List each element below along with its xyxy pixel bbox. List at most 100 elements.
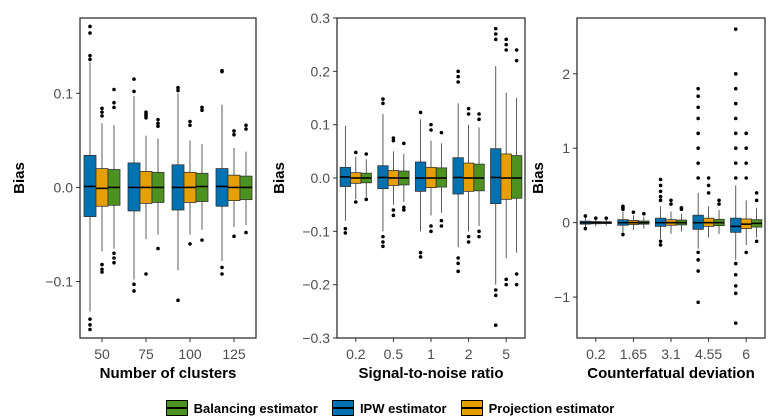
outlier-point xyxy=(381,244,385,249)
outlier-point xyxy=(402,141,406,146)
y-tick-label: 0.0 xyxy=(54,179,74,195)
outlier-point xyxy=(466,234,471,239)
x-tick-label: 0.5 xyxy=(384,346,404,362)
outlier-point xyxy=(112,256,116,260)
box xyxy=(511,155,523,199)
outlier-point xyxy=(504,42,509,47)
outlier-point xyxy=(200,108,204,113)
outlier-point xyxy=(88,31,92,35)
outlier-point xyxy=(696,146,700,151)
box xyxy=(95,168,109,207)
outlier-point xyxy=(706,183,711,188)
y-tick-label: −0.1 xyxy=(45,274,73,290)
x-tick-label: 125 xyxy=(222,346,246,362)
outlier-point xyxy=(429,128,433,132)
outlier-point xyxy=(176,298,180,303)
outlier-point xyxy=(744,176,748,180)
outlier-point xyxy=(100,110,104,114)
outlier-point xyxy=(132,77,136,81)
outlier-point xyxy=(621,232,625,237)
outlier-point xyxy=(477,229,481,234)
x-tick-label: 6 xyxy=(742,346,750,362)
y-tick-label: 0.3 xyxy=(311,10,331,26)
outlier-point xyxy=(733,101,738,106)
outlier-point xyxy=(658,189,663,194)
outlier-point xyxy=(696,105,700,110)
x-axis-label: Number of clusters xyxy=(100,365,237,382)
x-tick-label: 0.2 xyxy=(586,346,606,362)
outlier-point xyxy=(477,234,481,239)
box xyxy=(195,172,209,202)
outlier-point xyxy=(504,48,509,52)
outlier-point xyxy=(456,74,460,79)
outlier-point xyxy=(514,282,519,287)
outlier-point xyxy=(696,116,700,121)
y-axis-label: Bias xyxy=(530,162,547,194)
outlier-point xyxy=(696,94,700,98)
x-axis-label: Signal-to-noise ratio xyxy=(358,365,503,382)
outlier-point xyxy=(364,152,369,156)
outlier-point xyxy=(504,282,509,287)
y-tick-label: −0.3 xyxy=(302,330,330,346)
x-tick-label: 1.65 xyxy=(620,346,647,362)
outlier-point xyxy=(456,269,460,274)
outlier-point xyxy=(658,239,663,244)
legend-label-projection: Projection estimator xyxy=(488,400,615,416)
outlier-point xyxy=(188,119,192,124)
outlier-point xyxy=(100,267,104,272)
outlier-point xyxy=(156,246,160,251)
outlier-point xyxy=(88,323,92,327)
outlier-point xyxy=(456,261,460,266)
outlier-point xyxy=(156,124,160,129)
outlier-point xyxy=(88,24,92,29)
x-tick-label: 75 xyxy=(138,346,154,362)
outlier-point xyxy=(754,198,759,203)
outlier-point xyxy=(696,176,700,180)
legend: Balancing estimator IPW estimator Projec… xyxy=(0,396,780,420)
outlier-point xyxy=(391,138,396,143)
box xyxy=(215,168,229,207)
legend-key-balancing xyxy=(165,400,188,416)
outlier-point xyxy=(100,114,104,118)
outlier-point xyxy=(696,86,700,91)
outlier-point xyxy=(744,161,748,165)
outlier-point xyxy=(466,112,471,116)
outlier-point xyxy=(621,207,625,212)
outlier-point xyxy=(706,176,711,180)
outlier-point xyxy=(439,224,444,228)
outlier-point xyxy=(754,191,759,195)
legend-item-ipw: IPW estimator xyxy=(331,400,447,416)
outlier-point xyxy=(744,146,748,151)
outlier-point xyxy=(364,197,369,202)
outlier-point xyxy=(456,80,460,84)
outlier-point xyxy=(418,250,423,255)
outlier-point xyxy=(733,261,738,266)
outlier-point xyxy=(232,129,236,133)
legend-key-projection xyxy=(460,400,483,416)
outlier-point xyxy=(402,208,406,212)
outlier-point xyxy=(112,87,116,92)
outlier-point xyxy=(100,262,104,267)
outlier-point xyxy=(706,191,711,195)
box xyxy=(490,148,502,205)
outlier-point xyxy=(244,127,248,131)
legend-label-balancing: Balancing estimator xyxy=(193,400,318,416)
outlier-point xyxy=(658,198,663,203)
outlier-point xyxy=(418,110,423,115)
y-axis-label: Bias xyxy=(11,162,28,194)
outlier-point xyxy=(604,216,609,220)
outlier-point xyxy=(88,317,92,321)
outlier-point xyxy=(477,117,481,122)
outlier-point xyxy=(418,255,423,259)
outlier-point xyxy=(733,86,738,91)
outlier-point xyxy=(733,27,738,31)
outlier-point xyxy=(696,300,700,305)
outlier-point xyxy=(176,85,180,90)
outlier-point xyxy=(696,161,700,165)
outlier-point xyxy=(244,123,248,128)
outlier-point xyxy=(232,234,236,239)
outlier-point xyxy=(514,58,519,63)
outlier-point xyxy=(343,231,348,235)
outlier-point xyxy=(658,243,663,247)
outlier-point xyxy=(220,272,224,276)
